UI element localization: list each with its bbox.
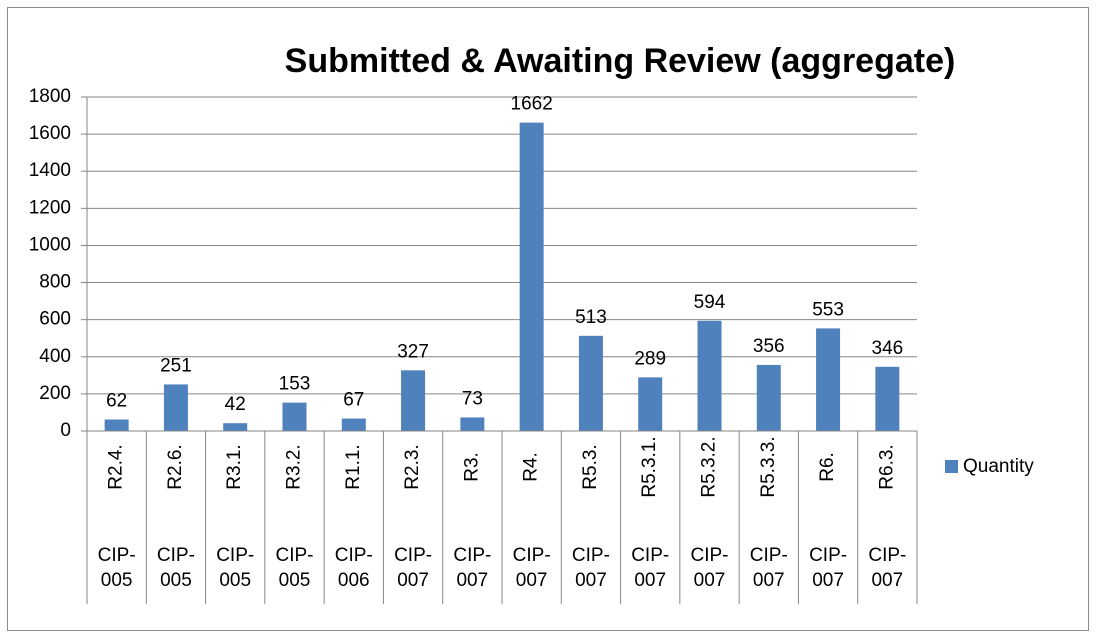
x-tick-label: R3. xyxy=(461,452,482,482)
data-label: 73 xyxy=(462,388,483,409)
y-tick-label: 800 xyxy=(39,272,71,293)
category-group-label: CIP-007 xyxy=(453,545,492,591)
bar xyxy=(401,370,426,431)
x-tick-label: R2.3. xyxy=(402,444,423,489)
data-label: 553 xyxy=(812,299,844,320)
category-group-label: CIP-007 xyxy=(394,545,433,591)
y-tick-label: 600 xyxy=(39,309,71,330)
chart-border xyxy=(7,7,1089,631)
bar xyxy=(816,328,841,431)
category-group-label: CIP-006 xyxy=(334,545,373,591)
data-label: 67 xyxy=(343,390,364,411)
y-tick-label: 1400 xyxy=(29,160,71,181)
data-label: 1662 xyxy=(511,94,553,115)
bar xyxy=(282,402,307,431)
y-tick-label: 1200 xyxy=(29,197,71,218)
bar xyxy=(697,320,722,431)
x-tick-label: R5.3.3. xyxy=(758,436,779,497)
category-group-label: CIP-007 xyxy=(512,545,551,591)
category-group-label: CIP-007 xyxy=(749,545,788,591)
bar xyxy=(163,384,188,431)
x-tick-label: R2.4. xyxy=(106,444,127,489)
bar xyxy=(223,423,248,431)
x-tick-label: R2.6. xyxy=(165,444,186,489)
category-group-label: CIP-007 xyxy=(571,545,610,591)
bar xyxy=(104,419,129,431)
bar xyxy=(460,417,485,431)
data-label: 153 xyxy=(279,374,311,395)
category-group-label: CIP-005 xyxy=(275,545,314,591)
data-label: 594 xyxy=(694,292,726,313)
x-tick-label: R5.3.1. xyxy=(639,436,660,497)
x-tick-label: R3.1. xyxy=(224,444,245,489)
x-tick-label: R6.3. xyxy=(876,444,897,489)
chart-title: Submitted & Awaiting Review (aggregate) xyxy=(285,42,956,80)
category-group-label: CIP-007 xyxy=(809,545,848,591)
x-tick-label: R5.3.2. xyxy=(699,436,720,497)
category-group-label: CIP-007 xyxy=(631,545,670,591)
x-tick-label: R1.1. xyxy=(343,444,364,489)
bar xyxy=(638,377,663,431)
y-tick-label: 1000 xyxy=(29,234,71,255)
category-group-label: CIP-005 xyxy=(216,545,255,591)
data-label: 289 xyxy=(634,348,666,369)
data-label: 251 xyxy=(160,355,192,376)
bar xyxy=(875,366,900,431)
bar xyxy=(578,335,603,431)
data-label: 42 xyxy=(225,394,246,415)
y-tick-label: 0 xyxy=(60,420,71,441)
data-label: 346 xyxy=(872,338,904,359)
category-group-label: CIP-007 xyxy=(690,545,729,591)
category-group-label: CIP-005 xyxy=(97,545,136,591)
data-label: 62 xyxy=(106,391,127,412)
data-label: 513 xyxy=(575,307,607,328)
x-tick-label: R3.2. xyxy=(284,444,305,489)
y-tick-label: 1800 xyxy=(29,86,71,107)
category-group-label: CIP-005 xyxy=(156,545,195,591)
y-tick-label: 1600 xyxy=(29,123,71,144)
data-label: 356 xyxy=(753,336,785,357)
y-tick-label: 400 xyxy=(39,346,71,367)
x-tick-label: R4. xyxy=(521,452,542,482)
bar xyxy=(519,122,544,432)
category-group-label: CIP-007 xyxy=(868,545,907,591)
data-label: 327 xyxy=(397,341,429,362)
bar xyxy=(756,364,781,431)
x-tick-label: R6. xyxy=(817,452,838,482)
y-tick-label: 200 xyxy=(39,383,71,404)
legend-swatch xyxy=(945,460,958,473)
x-tick-label: R5.3. xyxy=(580,444,601,489)
legend-label: Quantity xyxy=(963,456,1034,477)
bar xyxy=(341,418,366,431)
